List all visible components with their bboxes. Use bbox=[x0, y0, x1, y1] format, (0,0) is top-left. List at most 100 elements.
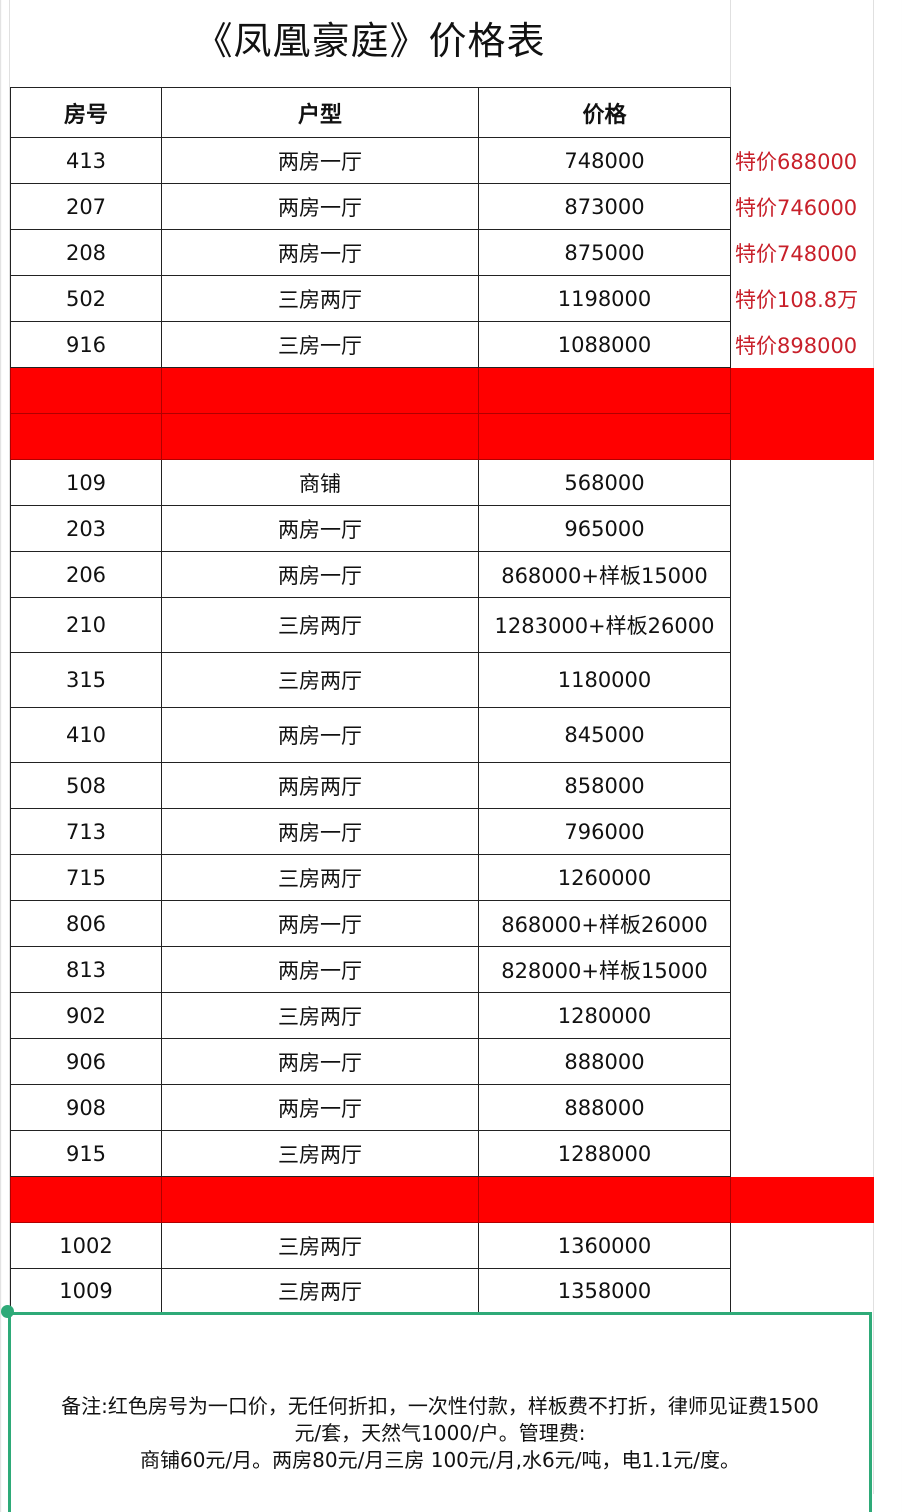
type-cell[interactable]: 两房一厅 bbox=[161, 900, 479, 947]
type-cell[interactable]: 两房一厅 bbox=[161, 505, 479, 552]
type-cell[interactable]: 三房两厅 bbox=[161, 854, 479, 901]
header-blank-cell[interactable] bbox=[731, 88, 874, 138]
special-price-cell[interactable]: 特价108.8万 bbox=[735, 287, 859, 312]
price-cell[interactable]: 1288000 bbox=[478, 1130, 731, 1177]
price-cell[interactable]: 796000 bbox=[478, 808, 731, 855]
special-price-cell[interactable] bbox=[731, 460, 874, 506]
room-cell[interactable]: 908 bbox=[10, 1084, 162, 1131]
type-cell[interactable] bbox=[161, 367, 479, 414]
type-cell[interactable]: 三房一厅 bbox=[161, 321, 479, 368]
special-price-cell[interactable] bbox=[731, 598, 874, 653]
room-cell[interactable]: 206 bbox=[10, 551, 162, 598]
type-cell[interactable]: 两房一厅 bbox=[161, 808, 479, 855]
special-price-cell[interactable] bbox=[731, 763, 874, 809]
type-cell[interactable]: 三房两厅 bbox=[161, 992, 479, 1039]
special-price-cell[interactable] bbox=[731, 809, 874, 855]
room-cell[interactable]: 902 bbox=[10, 992, 162, 1039]
room-cell[interactable]: 806 bbox=[10, 900, 162, 947]
type-cell[interactable]: 两房一厅 bbox=[161, 229, 479, 276]
room-cell[interactable]: 916 bbox=[10, 321, 162, 368]
special-price-cell[interactable] bbox=[731, 1223, 874, 1269]
price-cell[interactable]: 873000 bbox=[478, 183, 731, 230]
special-price-cell[interactable] bbox=[731, 506, 874, 552]
price-cell[interactable]: 828000+样板15000 bbox=[478, 946, 731, 993]
price-cell[interactable]: 868000+样板26000 bbox=[478, 900, 731, 947]
special-price-cell[interactable] bbox=[731, 947, 874, 993]
special-price-cell[interactable]: 特价898000 bbox=[735, 333, 858, 358]
price-cell[interactable]: 1283000+样板26000 bbox=[478, 597, 731, 653]
special-price-cell[interactable] bbox=[730, 1176, 874, 1223]
header-price[interactable]: 价格 bbox=[478, 87, 731, 138]
price-cell[interactable]: 1180000 bbox=[478, 652, 731, 708]
price-cell[interactable]: 965000 bbox=[478, 505, 731, 552]
room-cell[interactable]: 906 bbox=[10, 1038, 162, 1085]
note-textbox[interactable]: 备注:红色房号为一口价，无任何折扣，一次性付款，样板费不打折，律师见证费1500… bbox=[8, 1312, 872, 1512]
price-cell[interactable]: 1360000 bbox=[478, 1222, 731, 1269]
price-cell[interactable] bbox=[478, 413, 731, 460]
special-price-cell[interactable] bbox=[731, 1131, 874, 1177]
special-price-cell[interactable] bbox=[731, 1085, 874, 1131]
special-price-cell[interactable] bbox=[731, 653, 874, 708]
special-price-cell[interactable] bbox=[731, 1039, 874, 1085]
price-cell[interactable]: 845000 bbox=[478, 707, 731, 763]
room-cell[interactable]: 207 bbox=[10, 183, 162, 230]
special-price-cell[interactable]: 特价746000 bbox=[735, 195, 858, 220]
price-cell[interactable]: 1260000 bbox=[478, 854, 731, 901]
room-cell[interactable]: 813 bbox=[10, 946, 162, 993]
special-price-cell[interactable] bbox=[730, 413, 874, 460]
type-cell[interactable] bbox=[161, 1176, 479, 1223]
room-cell[interactable] bbox=[10, 1176, 162, 1223]
special-price-cell[interactable] bbox=[731, 708, 874, 763]
room-cell[interactable]: 715 bbox=[10, 854, 162, 901]
price-cell[interactable]: 1198000 bbox=[478, 275, 731, 322]
room-cell[interactable]: 713 bbox=[10, 808, 162, 855]
special-price-cell[interactable]: 特价748000 bbox=[735, 241, 858, 266]
header-room[interactable]: 房号 bbox=[10, 87, 162, 138]
room-cell[interactable]: 915 bbox=[10, 1130, 162, 1177]
room-cell[interactable]: 502 bbox=[10, 275, 162, 322]
special-price-cell[interactable] bbox=[730, 367, 874, 414]
room-cell[interactable]: 203 bbox=[10, 505, 162, 552]
price-cell[interactable]: 1280000 bbox=[478, 992, 731, 1039]
type-cell[interactable]: 三房两厅 bbox=[161, 1222, 479, 1269]
type-cell[interactable]: 两房一厅 bbox=[161, 707, 479, 763]
price-cell[interactable]: 748000 bbox=[478, 137, 731, 184]
price-cell[interactable]: 1088000 bbox=[478, 321, 731, 368]
price-cell[interactable]: 888000 bbox=[478, 1084, 731, 1131]
type-cell[interactable]: 三房两厅 bbox=[161, 597, 479, 653]
price-cell[interactable]: 568000 bbox=[478, 459, 731, 506]
type-cell[interactable]: 三房两厅 bbox=[161, 1268, 479, 1313]
price-cell[interactable]: 888000 bbox=[478, 1038, 731, 1085]
type-cell[interactable] bbox=[161, 413, 479, 460]
type-cell[interactable]: 两房一厅 bbox=[161, 946, 479, 993]
header-type[interactable]: 户型 bbox=[161, 87, 479, 138]
special-price-cell[interactable] bbox=[731, 552, 874, 598]
room-cell[interactable]: 208 bbox=[10, 229, 162, 276]
type-cell[interactable]: 两房一厅 bbox=[161, 183, 479, 230]
type-cell[interactable]: 两房一厅 bbox=[161, 1084, 479, 1131]
type-cell[interactable]: 两房一厅 bbox=[161, 137, 479, 184]
price-cell[interactable]: 875000 bbox=[478, 229, 731, 276]
resize-handle[interactable] bbox=[1, 1305, 14, 1318]
type-cell[interactable]: 三房两厅 bbox=[161, 275, 479, 322]
special-price-cell[interactable] bbox=[731, 901, 874, 947]
type-cell[interactable]: 三房两厅 bbox=[161, 652, 479, 708]
price-cell[interactable]: 1358000 bbox=[478, 1268, 731, 1313]
special-price-cell[interactable] bbox=[731, 855, 874, 901]
special-price-cell[interactable]: 特价688000 bbox=[735, 149, 858, 174]
price-cell[interactable]: 858000 bbox=[478, 762, 731, 809]
special-price-cell[interactable] bbox=[731, 1269, 874, 1313]
type-cell[interactable]: 两房两厅 bbox=[161, 762, 479, 809]
type-cell[interactable]: 两房一厅 bbox=[161, 1038, 479, 1085]
room-cell[interactable]: 109 bbox=[10, 459, 162, 506]
price-cell[interactable] bbox=[478, 367, 731, 414]
type-cell[interactable]: 两房一厅 bbox=[161, 551, 479, 598]
price-cell[interactable] bbox=[478, 1176, 731, 1223]
price-cell[interactable]: 868000+样板15000 bbox=[478, 551, 731, 598]
type-cell[interactable]: 商铺 bbox=[161, 459, 479, 506]
room-cell[interactable]: 210 bbox=[10, 597, 162, 653]
room-cell[interactable]: 410 bbox=[10, 707, 162, 763]
room-cell[interactable]: 508 bbox=[10, 762, 162, 809]
room-cell[interactable]: 1009 bbox=[10, 1268, 162, 1313]
room-cell[interactable] bbox=[10, 367, 162, 414]
